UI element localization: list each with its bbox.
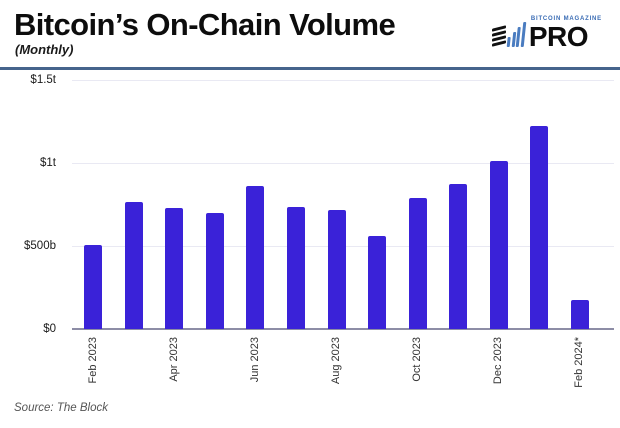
y-axis-tick-label: $1.5t xyxy=(30,74,56,86)
bitcoin-magazine-logo-icon xyxy=(491,21,526,51)
gridline xyxy=(72,80,614,81)
bar-may-2023 xyxy=(205,212,224,329)
bar-nov-2023 xyxy=(449,183,468,329)
logo-text: BITCOIN MAGAZINE PRO xyxy=(529,16,602,51)
bar-aug-2023 xyxy=(327,210,346,329)
bar-jun-2023 xyxy=(246,186,265,329)
title-block: Bitcoin’s On-Chain Volume (Monthly) xyxy=(14,7,396,57)
bar-apr-2023 xyxy=(165,207,184,329)
magazine-pages-icon xyxy=(491,25,506,47)
y-axis-tick-label: $1t xyxy=(40,157,56,169)
bar-dec-2023 xyxy=(489,161,508,329)
bar-chart-icon xyxy=(506,22,526,47)
chart-subtitle: (Monthly) xyxy=(15,42,74,57)
chart-plot: $0 $500b $1t $1.5t Feb 2023 Apr 2023 Jun 2023 A… xyxy=(0,73,620,397)
bar-feb-2023 xyxy=(84,245,103,329)
bar-jul-2023 xyxy=(286,206,305,329)
bar-jan-2024 xyxy=(530,126,549,329)
bitcoin-magazine-pro-logo: BITCOIN MAGAZINE PRO xyxy=(491,16,602,51)
x-axis-tick-label: Dec 2023 xyxy=(492,337,505,385)
y-axis-tick-label: $0 xyxy=(43,323,56,335)
bar-feb-2024- xyxy=(570,299,589,329)
source-caption: Source: The Block xyxy=(14,402,108,414)
bar-oct-2023 xyxy=(408,197,427,329)
x-axis-tick-label: Jun 2023 xyxy=(248,337,261,383)
x-axis-tick-label: Feb 2023 xyxy=(86,337,99,384)
bar-mar-2023 xyxy=(124,202,143,329)
logo-brand-small: BITCOIN MAGAZINE xyxy=(530,16,602,22)
x-axis-tick-label: Apr 2023 xyxy=(167,337,180,382)
gridline xyxy=(72,163,614,164)
y-axis-tick-label: $500b xyxy=(24,240,56,252)
bar-sep-2023 xyxy=(368,236,387,329)
x-axis-tick-label: Aug 2023 xyxy=(330,337,342,385)
header: Bitcoin’s On-Chain Volume (Monthly) BITC… xyxy=(0,0,620,70)
footer: Source: The Block xyxy=(0,397,620,414)
x-axis-line xyxy=(72,328,614,330)
logo-brand-big: PRO xyxy=(528,21,589,52)
x-axis-tick-label: Feb 2024* xyxy=(573,337,586,388)
x-axis-tick-label: Oct 2023 xyxy=(411,337,424,382)
chart-title: Bitcoin’s On-Chain Volume xyxy=(14,7,396,42)
